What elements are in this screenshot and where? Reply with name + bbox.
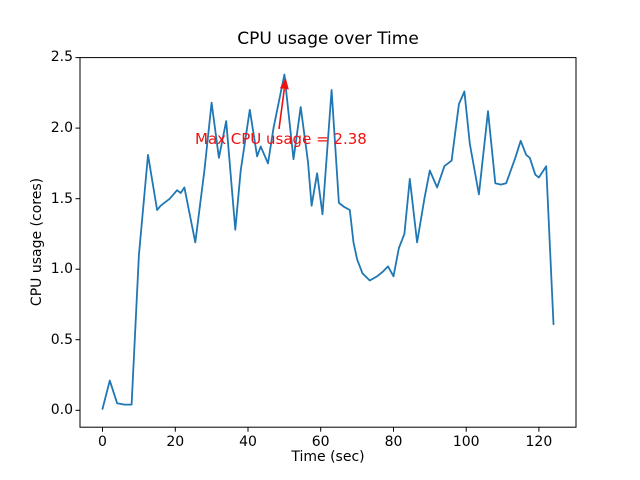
x-tick-label: 100: [452, 434, 480, 450]
x-axis-label: Time (sec): [291, 449, 365, 465]
y-tick-label: 0.0: [50, 402, 73, 419]
y-tick-label: 1.5: [50, 190, 73, 207]
max-annotation: Max CPU usage = 2.38: [195, 130, 367, 148]
chart-title: CPU usage over Time: [237, 29, 419, 49]
cpu-usage-line: [101, 73, 555, 410]
x-tick-label: 80: [384, 434, 403, 450]
axes-spines: [79, 57, 577, 428]
y-tick-label: 2.0: [50, 120, 73, 136]
tick-marks: [75, 57, 540, 432]
x-tick-label: 120: [525, 434, 553, 450]
y-tick-label: 0.5: [50, 331, 73, 348]
y-axis-label: CPU usage (cores): [29, 177, 45, 307]
x-tick-label: 60: [311, 434, 330, 450]
x-tick-label: 20: [166, 434, 185, 450]
y-tick-label: 2.5: [50, 49, 73, 66]
y-tick-label: 1.0: [50, 261, 73, 278]
x-tick-label: 40: [239, 434, 257, 450]
max-annotation-arrow: [278, 78, 289, 130]
x-tick-label: 0: [98, 434, 107, 450]
